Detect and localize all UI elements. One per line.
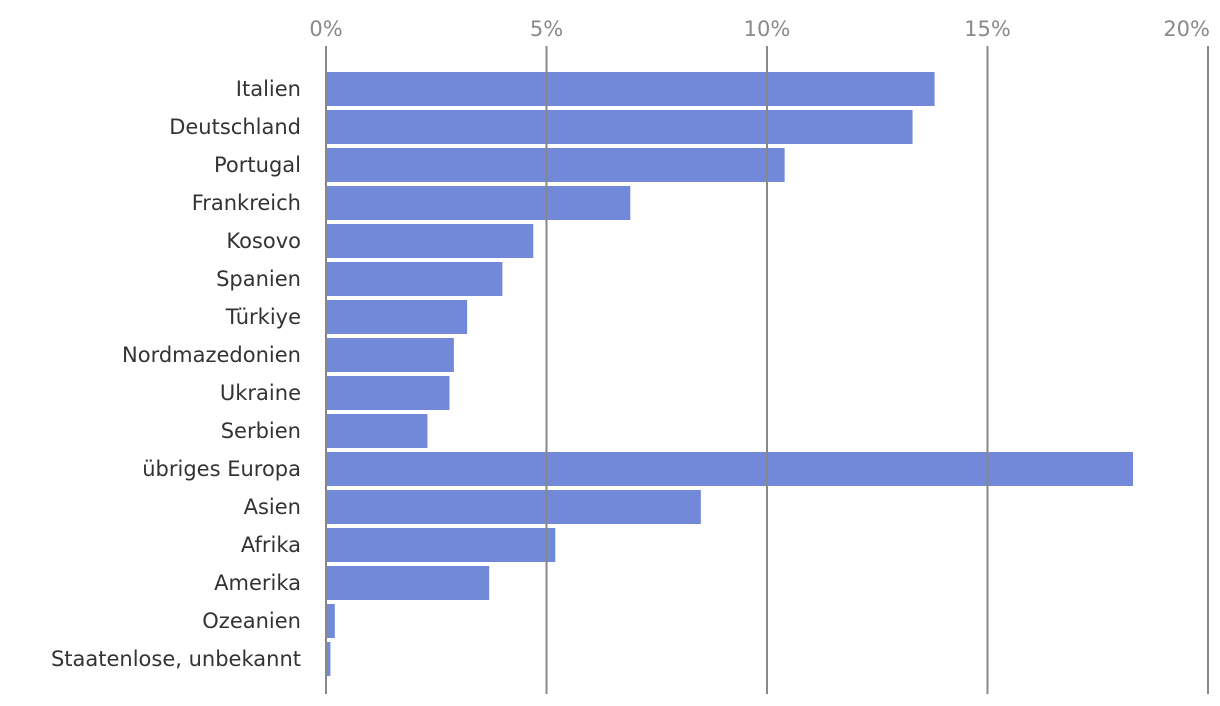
category-label: Frankreich: [192, 191, 301, 215]
bar: [326, 452, 1134, 486]
category-label: Serbien: [221, 419, 301, 443]
category-label: Staatenlose, unbekannt: [51, 647, 301, 671]
bar: [326, 300, 468, 334]
category-label: Ukraine: [220, 381, 301, 405]
category-label: Afrika: [241, 533, 301, 557]
bar: [326, 110, 913, 144]
category-label: Kosovo: [226, 229, 301, 253]
x-tick-label: 5%: [530, 17, 563, 41]
bar: [326, 566, 490, 600]
category-label: Spanien: [216, 267, 301, 291]
x-tick-label: 20%: [1163, 17, 1210, 41]
category-label: Türkiye: [225, 305, 301, 329]
bar: [326, 224, 534, 258]
x-tick-label: 10%: [744, 17, 791, 41]
bar: [326, 148, 785, 182]
x-tick-labels: 0% 5% 10% 15% 20%: [309, 17, 1210, 41]
bar: [326, 642, 331, 676]
bar: [326, 528, 556, 562]
bar: [326, 72, 935, 106]
bar: [326, 376, 450, 410]
bar: [326, 414, 428, 448]
category-label: Nordmazedonien: [122, 343, 301, 367]
category-label: Ozeanien: [202, 609, 301, 633]
bar: [326, 604, 335, 638]
category-label: Asien: [244, 495, 301, 519]
bar: [326, 262, 503, 296]
bar: [326, 186, 631, 220]
x-tick-label: 15%: [964, 17, 1011, 41]
bars-layer: [326, 72, 1134, 676]
category-label: Amerika: [214, 571, 301, 595]
category-label: Deutschland: [169, 115, 301, 139]
bar: [326, 338, 454, 372]
x-tick-label: 0%: [309, 17, 342, 41]
grid-layer: [325, 46, 1209, 694]
category-label: übriges Europa: [142, 457, 301, 481]
category-labels: Italien Deutschland Portugal Frankreich Koso…: [51, 77, 301, 671]
bar: [326, 490, 701, 524]
category-label: Italien: [236, 77, 301, 101]
category-label: Portugal: [214, 153, 301, 177]
